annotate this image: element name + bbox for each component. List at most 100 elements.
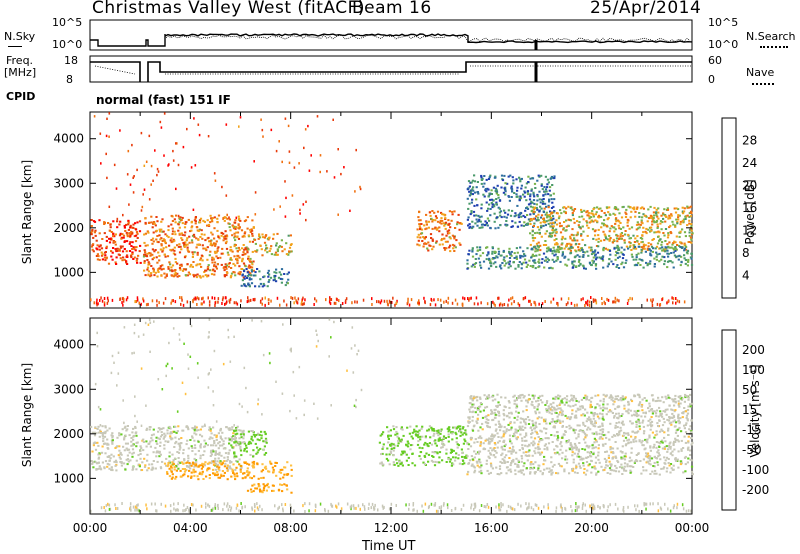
data-pixel <box>548 189 551 192</box>
data-pixel <box>599 399 602 402</box>
data-pixel <box>629 206 632 209</box>
ground-scatter-pixel <box>193 297 195 301</box>
data-pixel <box>191 241 194 244</box>
data-pixel <box>131 253 134 255</box>
data-pixel <box>194 453 197 456</box>
data-pixel <box>214 243 217 246</box>
data-pixel <box>191 461 195 464</box>
data-pixel <box>416 430 419 433</box>
data-pixel <box>212 257 215 260</box>
data-pixel <box>271 466 274 469</box>
data-pixel <box>669 445 672 448</box>
data-pixel <box>604 466 607 469</box>
data-pixel <box>678 214 681 217</box>
data-pixel <box>660 243 663 246</box>
data-pixel <box>511 176 514 179</box>
data-pixel <box>436 451 439 454</box>
ground-scatter-pixel <box>451 301 454 305</box>
data-pixel <box>619 235 622 238</box>
data-pixel <box>533 259 536 262</box>
data-pixel <box>241 253 244 256</box>
data-pixel <box>471 415 474 418</box>
data-pixel <box>680 439 683 442</box>
data-pixel <box>251 464 254 467</box>
data-pixel <box>654 400 657 403</box>
data-pixel <box>505 428 508 431</box>
data-pixel <box>467 180 471 183</box>
data-pixel <box>232 438 235 440</box>
data-pixel <box>553 254 556 257</box>
speckle-pixel <box>163 154 165 157</box>
data-pixel <box>547 405 550 408</box>
data-pixel <box>240 268 243 270</box>
data-pixel <box>513 257 516 259</box>
data-pixel <box>388 453 391 456</box>
data-pixel <box>163 444 166 447</box>
data-pixel <box>686 249 689 252</box>
data-pixel <box>526 399 529 402</box>
data-pixel <box>175 431 178 434</box>
data-pixel <box>665 215 668 218</box>
data-pixel <box>655 208 658 211</box>
data-pixel <box>643 247 646 250</box>
speckle-pixel <box>126 173 129 176</box>
data-pixel <box>575 467 578 470</box>
data-pixel <box>212 460 215 463</box>
data-pixel <box>194 217 197 220</box>
ground-scatter-pixel <box>423 296 425 300</box>
data-pixel <box>513 215 516 218</box>
data-pixel <box>112 455 115 458</box>
data-pixel <box>456 223 459 226</box>
data-pixel <box>548 200 551 203</box>
data-pixel <box>515 438 518 441</box>
data-pixel <box>268 273 271 276</box>
data-pixel <box>119 453 122 455</box>
speckle-pixel <box>304 128 307 131</box>
data-pixel <box>215 255 218 258</box>
data-pixel <box>600 433 604 436</box>
data-pixel <box>474 452 478 455</box>
data-pixel <box>245 446 248 449</box>
data-pixel <box>117 454 120 457</box>
data-pixel <box>630 414 634 417</box>
data-pixel <box>519 433 522 436</box>
data-pixel <box>613 400 616 403</box>
data-pixel <box>616 256 620 259</box>
data-pixel <box>554 250 557 253</box>
data-pixel <box>520 255 523 258</box>
data-pixel <box>276 253 279 256</box>
data-pixel <box>689 393 692 396</box>
data-pixel <box>641 403 644 406</box>
data-pixel <box>224 265 227 268</box>
data-pixel <box>582 265 585 268</box>
data-pixel <box>126 448 129 451</box>
data-pixel <box>275 244 278 247</box>
ground-scatter-pixel <box>524 296 527 300</box>
data-pixel <box>681 219 684 222</box>
data-pixel <box>98 219 101 222</box>
data-pixel <box>597 240 600 243</box>
ground-scatter-pixel <box>297 297 300 301</box>
data-pixel <box>590 405 593 408</box>
data-pixel <box>527 203 531 206</box>
data-pixel <box>592 417 595 420</box>
data-pixel <box>496 432 499 435</box>
data-pixel <box>663 263 666 266</box>
data-pixel <box>649 408 652 411</box>
data-pixel <box>192 471 195 474</box>
data-pixel <box>429 233 433 236</box>
data-pixel <box>663 421 666 424</box>
data-pixel <box>561 398 564 400</box>
data-pixel <box>260 437 263 440</box>
data-pixel <box>147 261 150 264</box>
speckle-pixel <box>119 129 121 132</box>
data-pixel <box>688 241 691 243</box>
data-pixel <box>491 412 494 415</box>
data-pixel <box>109 223 112 226</box>
data-pixel <box>526 190 530 193</box>
data-pixel <box>211 220 214 223</box>
data-pixel <box>653 456 656 459</box>
data-pixel <box>688 234 691 237</box>
data-pixel <box>176 275 179 278</box>
data-pixel <box>251 250 254 253</box>
